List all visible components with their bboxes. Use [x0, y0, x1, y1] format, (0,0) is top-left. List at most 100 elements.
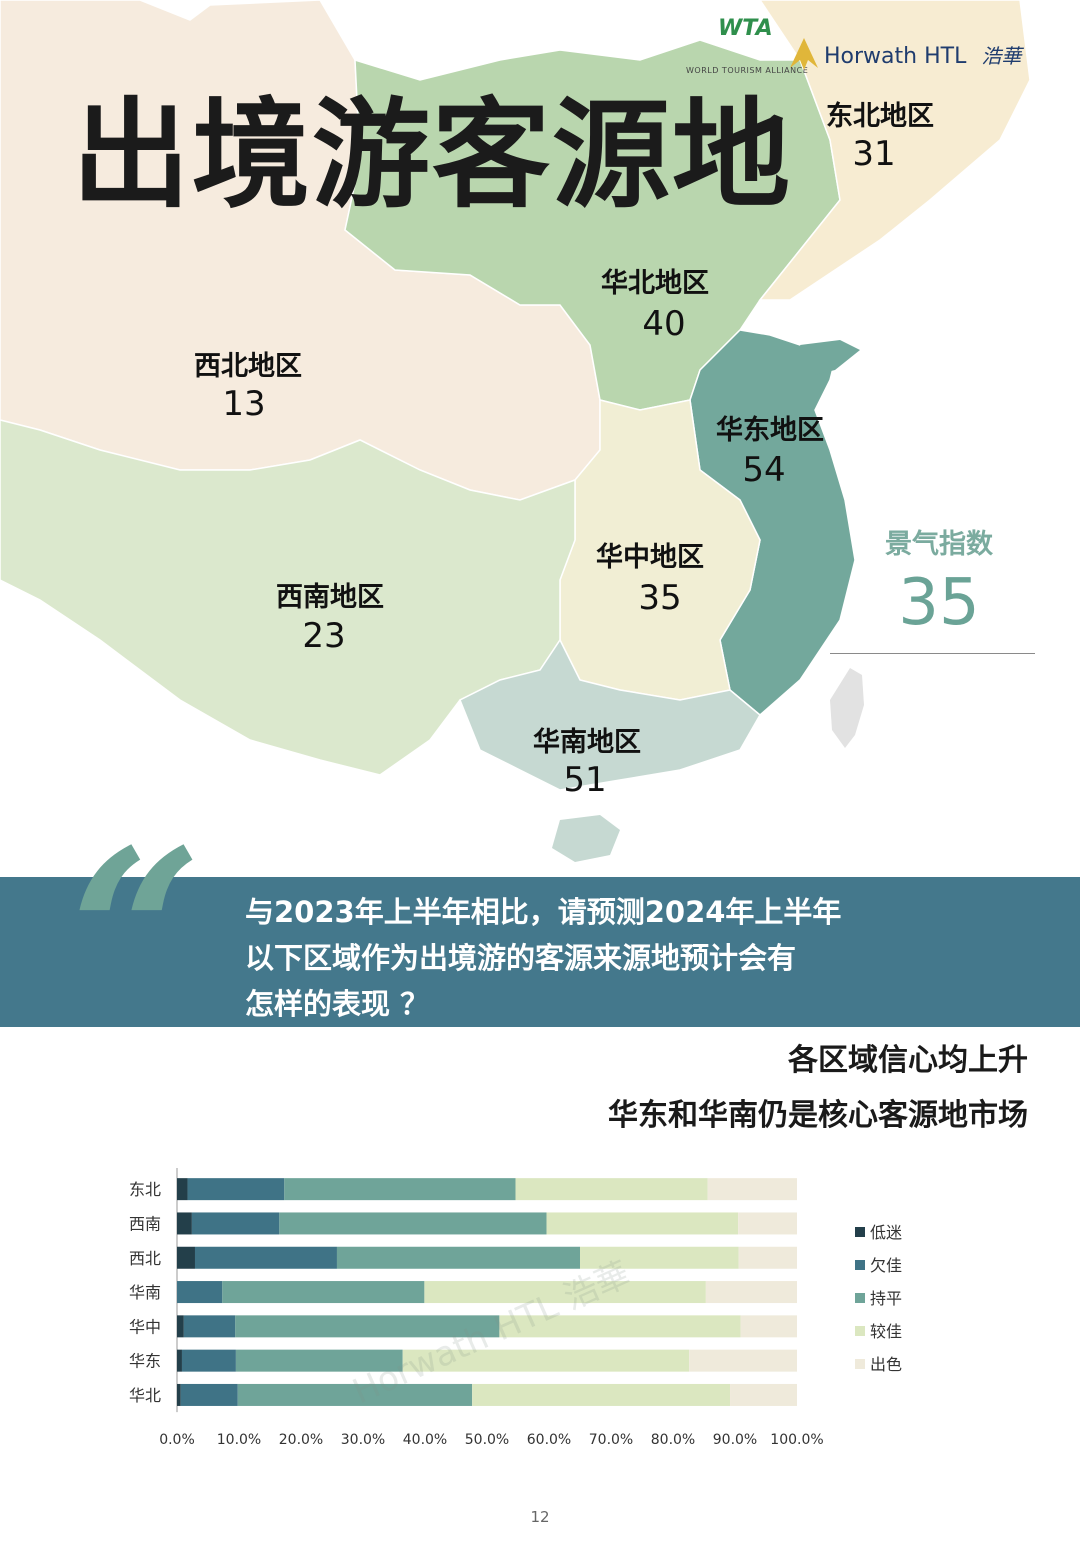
question-line-2: 以下区域作为出境游的客源来源地预计会有 [245, 941, 797, 975]
legend-swatch [855, 1359, 865, 1369]
bar-segment [707, 1178, 797, 1201]
bar-segment [177, 1349, 182, 1372]
x-tick-label: 20.0% [279, 1432, 323, 1448]
y-tick-label: 华中 [129, 1317, 161, 1336]
index-value: 35 [898, 566, 980, 640]
bar-segment [705, 1281, 797, 1304]
bar-segment [580, 1246, 739, 1269]
bar-segment [336, 1246, 580, 1269]
bar-segment [738, 1246, 797, 1269]
bar-segment [194, 1246, 337, 1269]
region-value-east: 54 [742, 450, 786, 490]
question-line-1: 与2023年上半年相比，请预测2024年上半年 [245, 895, 842, 929]
bar-segment [222, 1281, 425, 1304]
legend-swatch [855, 1227, 865, 1237]
headline-1: 各区域信心均上升 [788, 1043, 1028, 1078]
region-value-northwest: 13 [222, 384, 266, 424]
region-value-southwest: 23 [302, 616, 346, 656]
horwath-logo-text: Horwath HTL [824, 44, 967, 69]
x-tick-label: 100.0% [770, 1432, 823, 1448]
region-label-northwest: 西北地区 [194, 351, 302, 382]
x-tick-label: 90.0% [713, 1432, 757, 1448]
index-divider [830, 653, 1035, 654]
x-tick-label: 0.0% [159, 1432, 195, 1448]
bar-segment [177, 1178, 188, 1201]
bar-segment [177, 1383, 181, 1406]
region-value-central: 35 [638, 578, 682, 618]
y-tick-label: 华北 [129, 1386, 161, 1405]
region-value-north: 40 [642, 304, 686, 344]
bar-segment [177, 1281, 223, 1304]
horwath-logo-icon [790, 38, 818, 70]
index-label: 景气指数 [885, 529, 993, 560]
legend-label: 出色 [870, 1355, 902, 1374]
y-tick-label: 西北 [129, 1249, 161, 1268]
x-tick-label: 30.0% [341, 1432, 385, 1448]
region-northeast [758, 0, 1031, 301]
y-tick-label: 华南 [129, 1283, 161, 1302]
question-line-3: 怎样的表现 ？ [245, 987, 430, 1021]
bar-segment [740, 1315, 797, 1338]
china-region-map [0, 0, 1031, 862]
region-label-north: 华北地区 [601, 268, 709, 299]
bar-segment [177, 1315, 184, 1338]
y-tick-label: 华东 [129, 1352, 161, 1371]
page-number: 12 [530, 1508, 550, 1526]
legend-label: 较佳 [870, 1322, 902, 1341]
y-tick-label: 东北 [129, 1180, 161, 1199]
legend-swatch [855, 1326, 865, 1336]
bar-segment [235, 1349, 403, 1372]
region-southwest [0, 419, 576, 776]
quote-mark-icon: “ [70, 800, 203, 1070]
page-title: 出境游客源地 [72, 86, 793, 224]
region-label-southwest: 西南地区 [276, 582, 384, 613]
bar-segment [177, 1246, 195, 1269]
question-band [0, 877, 1080, 1027]
horwath-logo-cn: 浩華 [981, 44, 1022, 68]
x-tick-label: 40.0% [403, 1432, 447, 1448]
bar-segment [424, 1281, 706, 1304]
hainan-island [552, 815, 620, 862]
x-tick-label: 50.0% [465, 1432, 509, 1448]
bar-segment [279, 1212, 547, 1235]
horwath-logo: Horwath HTL 浩華 [824, 40, 1021, 69]
legend-label: 持平 [870, 1289, 902, 1308]
bar-segment [191, 1212, 280, 1235]
x-tick-label: 10.0% [217, 1432, 261, 1448]
bar-segment [284, 1178, 516, 1201]
bar-segment [738, 1212, 797, 1235]
peninsula-shape [800, 340, 860, 375]
x-tick-label: 70.0% [589, 1432, 633, 1448]
bar-segment [689, 1349, 797, 1372]
bar-segment [177, 1212, 192, 1235]
legend-label: 欠佳 [870, 1256, 902, 1275]
taiwan-island [830, 668, 864, 748]
bar-segment [402, 1349, 690, 1372]
region-label-south: 华南地区 [533, 727, 641, 758]
bar-segment [515, 1178, 708, 1201]
legend-label: 低迷 [870, 1223, 902, 1242]
legend-swatch [855, 1260, 865, 1270]
bar-segment [546, 1212, 739, 1235]
bar-segment [181, 1349, 236, 1372]
bar-segment [180, 1383, 238, 1406]
wta-logo: WTA [718, 16, 773, 41]
y-tick-label: 西南 [129, 1214, 161, 1233]
bar-segment [499, 1315, 741, 1338]
bar-segment [472, 1383, 731, 1406]
region-south [459, 638, 761, 791]
region-label-central: 华中地区 [596, 542, 704, 573]
legend-swatch [855, 1293, 865, 1303]
bar-segment [183, 1315, 236, 1338]
wta-logo-subtitle: WORLD TOURISM ALLIANCE [686, 66, 809, 75]
region-value-northeast: 31 [852, 134, 896, 174]
region-label-east: 华东地区 [716, 415, 824, 446]
bar-segment [237, 1383, 473, 1406]
bar-segment [235, 1315, 500, 1338]
headline-2: 华东和华南仍是核心客源地市场 [608, 1098, 1028, 1133]
region-value-south: 51 [563, 760, 607, 800]
x-tick-label: 60.0% [527, 1432, 571, 1448]
bar-segment [730, 1383, 797, 1406]
region-label-northeast: 东北地区 [826, 101, 934, 132]
